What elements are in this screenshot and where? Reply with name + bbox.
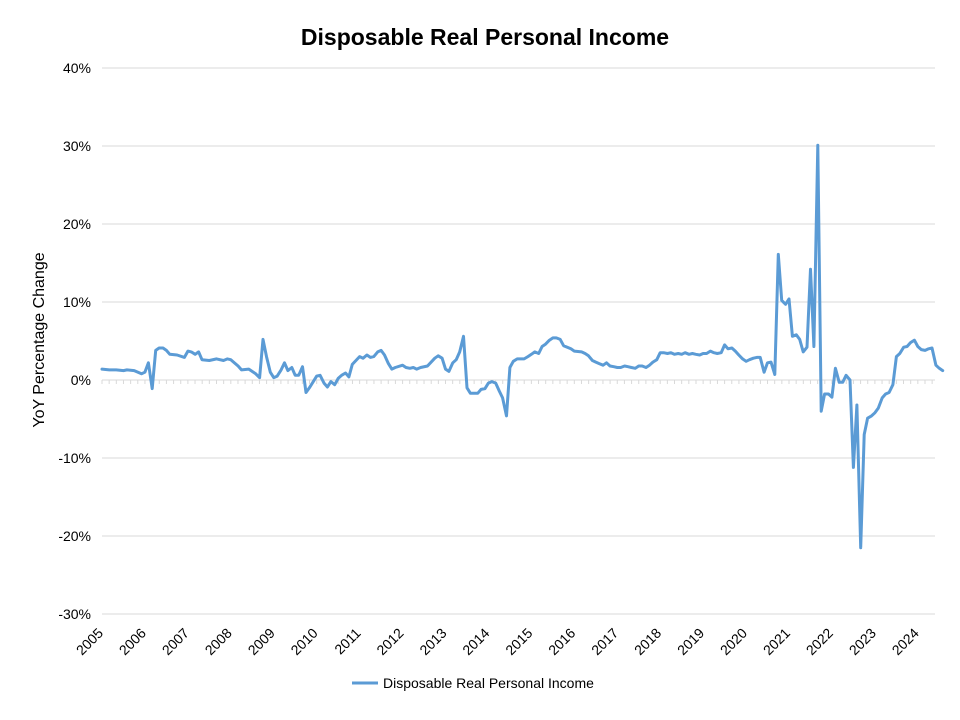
x-axis (101, 379, 935, 384)
series-layer (100, 143, 945, 550)
x-tick-label: 2006 (116, 625, 149, 658)
x-tick-label: 2020 (717, 625, 750, 658)
x-tick-label: 2014 (459, 625, 492, 658)
x-tick-label: 2017 (588, 625, 621, 658)
y-tick-labels: -30% -20% -10% 0% 10% 20% 30% 40% (58, 60, 91, 622)
y-tick-label: -30% (58, 606, 91, 622)
x-tick-label: 2008 (202, 625, 235, 658)
chart-title: Disposable Real Personal Income (301, 24, 669, 50)
x-tick-label: 2016 (545, 625, 578, 658)
x-tick-label: 2009 (245, 625, 278, 658)
x-tick-label: 2018 (631, 625, 664, 658)
y-tick-label: 40% (63, 60, 91, 76)
y-axis-label: YoY Percentage Change (31, 252, 48, 427)
y-tick-label: -20% (58, 528, 91, 544)
x-tick-labels: 2005 2006 2007 2008 2009 2010 2011 2012 2013 2014… (73, 625, 922, 658)
x-tick-label: 2015 (502, 625, 535, 658)
x-tick-label: 2007 (159, 625, 192, 658)
x-tick-label: 2013 (416, 625, 449, 658)
x-tick-label: 2019 (674, 625, 707, 658)
legend: Disposable Real Personal Income (352, 675, 594, 691)
legend-label: Disposable Real Personal Income (383, 675, 594, 691)
x-tick-label: 2005 (73, 625, 106, 658)
x-tick-label: 2022 (803, 625, 836, 658)
x-tick-label: 2012 (373, 625, 406, 658)
x-tick-label: 2024 (889, 625, 922, 658)
y-tick-label: 10% (63, 294, 91, 310)
series-line (100, 143, 945, 550)
y-tick-label: 20% (63, 216, 91, 232)
x-tick-label: 2011 (331, 625, 364, 658)
x-tick-label: 2023 (846, 625, 879, 658)
x-tick-label: 2021 (760, 625, 793, 658)
gridlines (102, 67, 935, 615)
y-tick-label: 0% (71, 372, 91, 388)
x-tick-label: 2010 (287, 625, 320, 658)
y-tick-label: 30% (63, 138, 91, 154)
y-tick-label: -10% (58, 450, 91, 466)
